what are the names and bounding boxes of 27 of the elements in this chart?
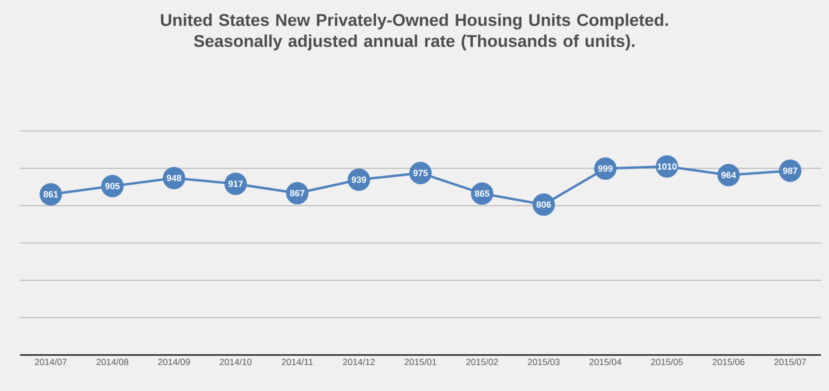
data-label: 1010 bbox=[658, 163, 677, 170]
x-tick-label: 2015/01 bbox=[404, 358, 436, 366]
x-tick-label: 2014/10 bbox=[220, 358, 252, 366]
x-tick-label: 2015/07 bbox=[774, 358, 806, 366]
x-tick-label: 2014/08 bbox=[96, 358, 128, 366]
x-tick-label: 2015/06 bbox=[712, 358, 744, 366]
x-tick-label: 2015/03 bbox=[528, 358, 560, 366]
x-tick-label: 2014/11 bbox=[282, 358, 313, 366]
data-label: 975 bbox=[413, 170, 428, 176]
x-tick-label: 2015/02 bbox=[466, 358, 498, 366]
data-label: 939 bbox=[352, 176, 366, 183]
x-tick-label: 2015/04 bbox=[590, 358, 622, 366]
x-tick-label: 2014/12 bbox=[343, 358, 375, 366]
data-label: 861 bbox=[44, 191, 58, 198]
data-label: 917 bbox=[228, 180, 243, 188]
data-label: 806 bbox=[536, 201, 551, 208]
data-label: 867 bbox=[290, 190, 304, 196]
x-tick-label: 2014/09 bbox=[158, 358, 190, 366]
data-label: 948 bbox=[166, 174, 182, 182]
chart-title: United States New Privately-Owned Housing Units Completed. Seasonally adjusted annual rate (Thousands of units). bbox=[160, 14, 668, 50]
data-label: 964 bbox=[721, 172, 736, 178]
data-label: 999 bbox=[598, 165, 613, 172]
data-label: 987 bbox=[783, 168, 798, 174]
x-tick-label: 2014/07 bbox=[35, 358, 67, 366]
x-tick-label: 2015/05 bbox=[651, 358, 683, 366]
data-label: 865 bbox=[474, 190, 490, 197]
data-label: 905 bbox=[105, 182, 120, 190]
